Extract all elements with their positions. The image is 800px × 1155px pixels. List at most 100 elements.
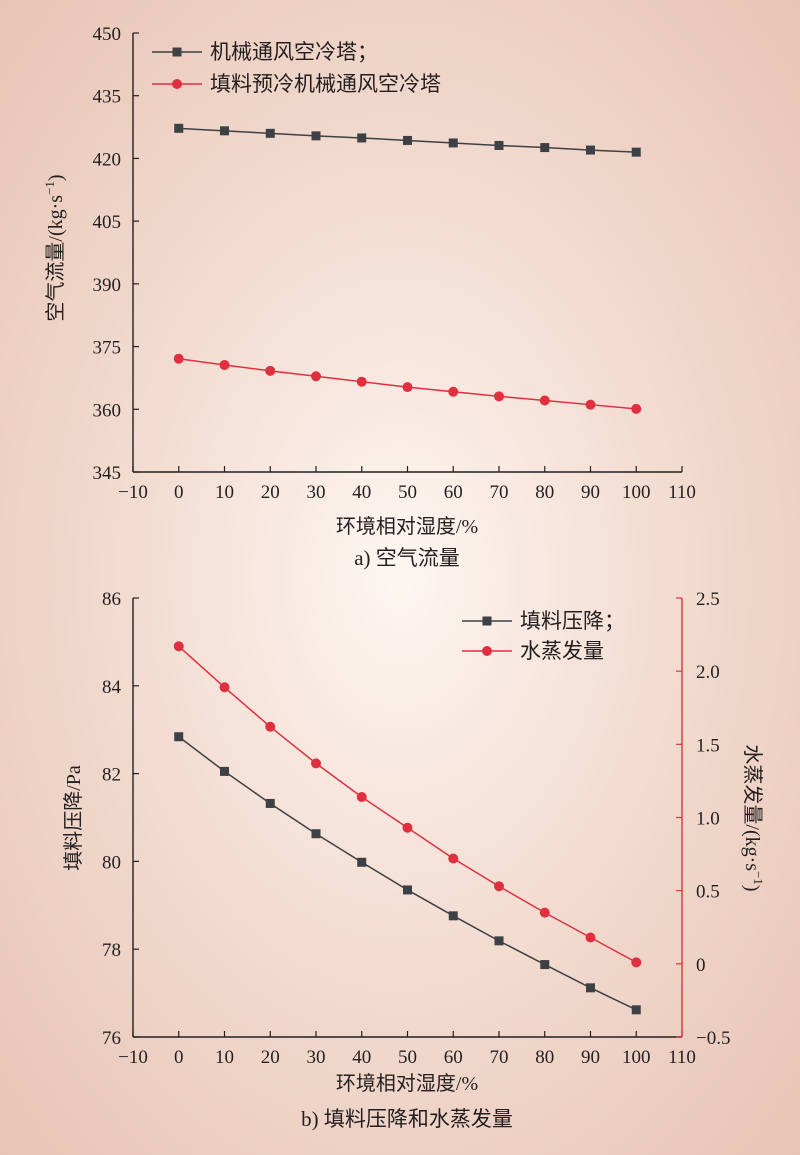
chart-a-series-1-point <box>311 131 321 141</box>
chart-a-series-2-point <box>448 386 459 397</box>
chart-b-x-tick-label: 50 <box>398 1047 417 1068</box>
chart-a-series-2-point <box>219 359 230 370</box>
chart-a-y-tick-label: 435 <box>93 87 122 108</box>
chart-b-x-tick-label: −10 <box>118 1047 148 1068</box>
chart-a-legend-label: 机械通风空冷塔； <box>210 40 378 64</box>
chart-b-y-tick-label: 84 <box>102 677 122 698</box>
chart-pressure-evaporation: −10 0 10 20 30 40 50 60 70 80 90 100 110767880828486… <box>62 589 766 1131</box>
chart-a-x-tick-label: 30 <box>307 482 326 503</box>
chart-a-series-1-point <box>357 133 367 143</box>
chart-b-series-2-point <box>219 682 230 693</box>
chart-b-x-tick-label: 30 <box>307 1047 326 1068</box>
chart-a-series-1-point <box>631 147 641 157</box>
chart-a-y-tick-label: 345 <box>93 463 122 484</box>
chart-a-series-1-point <box>220 126 229 136</box>
chart-a-series-2-point <box>265 365 276 376</box>
chart-b-y-axis-label: 填料压降/Pa <box>62 765 85 871</box>
chart-b-x-tick-label: 100 <box>622 1047 651 1068</box>
chart-a-y-axis-label: 空气流量/(kg·s−1) <box>42 174 67 321</box>
chart-b-series-1-point <box>220 766 229 776</box>
chart-b-series-2-line <box>178 645 637 964</box>
chart-a-x-tick-label: 70 <box>490 482 509 503</box>
chart-a-series-2-point <box>311 371 321 382</box>
chart-b-y2-tick-label: 1.0 <box>696 809 720 830</box>
chart-b-y-tick-label: 86 <box>102 589 121 610</box>
chart-b-y-tick-label: 82 <box>102 765 121 786</box>
chart-a-x-tick-label: 40 <box>352 482 371 503</box>
chart-b-series-1-point <box>265 798 275 808</box>
chart-a-y-tick-label: 360 <box>93 400 122 421</box>
chart-a-y-axis-label-close: ) <box>45 174 67 181</box>
chart-b-y2-tick-label: −0.5 <box>696 1028 730 1049</box>
chart-b-legend-label: 填料压降； <box>520 609 625 633</box>
chart-b-y2-tick-label: 0 <box>696 955 706 976</box>
chart-b-series-1-point <box>586 983 595 993</box>
chart-a-series-1-point <box>403 135 412 145</box>
chart-b-y-tick-label: 78 <box>102 940 121 961</box>
chart-b-series-2-point <box>448 853 459 864</box>
chart-a-series-2-point <box>173 353 184 364</box>
chart-a-series-2-point <box>494 391 504 402</box>
chart-a-y-axis-label-sup: −1 <box>42 181 57 195</box>
chart-b-series-1-point <box>357 857 367 867</box>
chart-b-y2-axis-label-close: ) <box>741 885 763 892</box>
chart-a-x-tick-label: 110 <box>668 482 696 503</box>
chart-b-series-2-point <box>265 721 276 732</box>
chart-a-series-2-point <box>585 399 596 410</box>
chart-a-series-1-point <box>586 145 595 155</box>
chart-a-y-axis-label-main: 空气流量/(kg·s <box>44 195 67 322</box>
chart-b-series-2-point <box>402 822 413 833</box>
chart-b-series-2-point <box>585 932 596 943</box>
chart-b-x-tick-label: 10 <box>215 1047 234 1068</box>
chart-a-x-tick-label: 0 <box>174 482 184 503</box>
chart-a-legend-marker <box>172 47 182 57</box>
chart-b-x-tick-label: 60 <box>444 1047 463 1068</box>
chart-b-series-1-point <box>631 1005 641 1015</box>
chart-a-series-1-point <box>174 123 184 133</box>
chart-a-series-2-point <box>539 395 550 406</box>
chart-b-series-2-point <box>631 957 642 968</box>
chart-a-legend-marker <box>172 79 182 89</box>
chart-b-x-tick-label: 90 <box>581 1047 600 1068</box>
chart-b-x-tick-label: 20 <box>261 1047 280 1068</box>
chart-b-y-tick-label: 80 <box>102 852 121 873</box>
chart-b-x-tick-label: 0 <box>174 1047 184 1068</box>
chart-b-series-2-point <box>356 792 367 803</box>
chart-b-y2-tick-label: 0.5 <box>696 882 720 903</box>
chart-a-x-tick-label: 50 <box>398 482 417 503</box>
chart-a-series-1-point <box>540 143 550 153</box>
chart-a-legend-label: 填料预冷机械通风空冷塔 <box>210 72 441 96</box>
chart-a-x-tick-label: 60 <box>444 482 463 503</box>
chart-a-x-axis-label: 环境相对湿度/% <box>336 515 478 538</box>
chart-a-y-tick-label: 405 <box>93 212 122 233</box>
chart-b-series-1-point <box>494 936 504 946</box>
chart-a-x-tick-label: 80 <box>535 482 554 503</box>
chart-a-series-2-point <box>356 376 367 387</box>
chart-b-series-1-line <box>178 736 637 1011</box>
chart-b-series-1-point <box>311 829 321 839</box>
chart-b-series-1-point <box>403 885 412 895</box>
chart-b-x-tick-label: 40 <box>352 1047 371 1068</box>
chart-a-x-tick-label: 90 <box>581 482 600 503</box>
chart-a-series-2-point <box>631 403 642 414</box>
chart-b-series-1-point <box>174 732 184 742</box>
chart-b-series-1-point <box>540 960 550 970</box>
chart-b-y2-axis-label-main: 水蒸发量/(kg·s <box>741 744 764 871</box>
chart-b-series-2-point <box>311 758 321 769</box>
chart-a-y-tick-label: 390 <box>93 275 122 296</box>
chart-b-y2-axis-label: 水蒸发量/(kg·s−1) <box>741 744 766 891</box>
chart-a-x-tick-label: −10 <box>118 482 148 503</box>
chart-b-caption: b) 填料压降和水蒸发量 <box>301 1107 513 1131</box>
chart-a-marks: −10 0 10 20 30 40 50 60 70 80 90 100 110 345 360 375 390… <box>93 24 696 503</box>
chart-b-y2-tick-label: 2.5 <box>696 589 720 610</box>
chart-a-series-1-point <box>494 140 504 150</box>
chart-a-y-tick-label: 420 <box>93 149 122 170</box>
chart-b-series-2-point <box>494 881 504 892</box>
chart-a-series-1-point <box>265 128 275 138</box>
chart-b-legend-label: 水蒸发量 <box>520 639 604 663</box>
chart-b-y2-tick-label: 1.5 <box>696 735 720 756</box>
chart-a-x-tick-label: 100 <box>622 482 651 503</box>
chart-a-x-tick-label: 20 <box>261 482 280 503</box>
chart-a-y-tick-label: 375 <box>93 338 122 359</box>
